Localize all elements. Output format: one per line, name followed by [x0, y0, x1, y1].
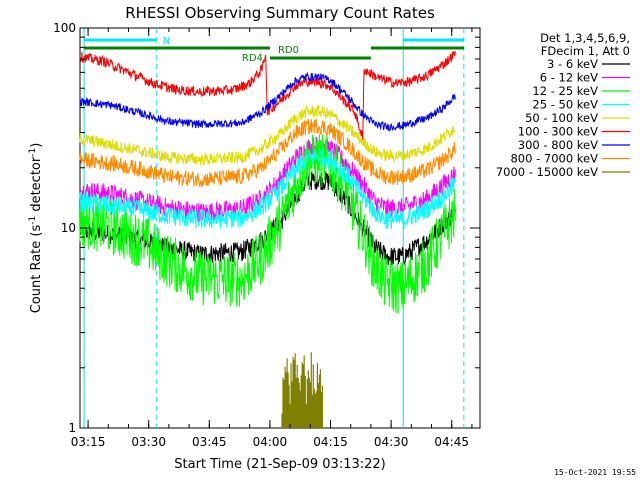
series-line — [79, 71, 456, 132]
series-line — [79, 118, 456, 188]
series-line — [79, 51, 456, 140]
legend-header-line-1: Det 1,3,4,5,6,9, — [540, 31, 630, 45]
legend-entry-label: 7000 - 15000 keV — [496, 165, 598, 179]
y-tick-label: 1 — [68, 421, 76, 435]
x-axis: 03:15 03:30 03:45 04:00 04:15 04:30 04:45 — [71, 28, 473, 449]
legend-entry-label: 6 - 12 keV — [540, 71, 598, 85]
y-tick-label: 10 — [61, 221, 76, 235]
series-line — [79, 104, 456, 166]
annotations: N RD4 RD0 — [84, 36, 464, 64]
x-tick-label: 04:45 — [434, 435, 469, 449]
series-line — [281, 352, 323, 428]
legend-entry-label: 3 - 6 keV — [547, 57, 598, 71]
rd0-label: RD0 — [278, 45, 299, 56]
series-line — [79, 134, 456, 315]
x-tick-label: 03:30 — [131, 435, 166, 449]
y-axis: 1 10 100 — [53, 21, 480, 435]
series-line — [79, 147, 456, 230]
legend-header-line-2: FDecim 1, Att 0 — [541, 44, 630, 58]
legend-entry-label: 12 - 25 keV — [532, 84, 598, 98]
x-axis-label: Start Time (21-Sep-09 03:13:22) — [174, 457, 385, 472]
y-tick-label: 100 — [53, 21, 76, 35]
x-tick-label: 03:15 — [71, 435, 106, 449]
legend-entry-label: 50 - 100 keV — [525, 111, 598, 125]
x-tick-label: 04:00 — [253, 435, 288, 449]
legend-entry-label: 25 - 50 keV — [532, 98, 598, 112]
x-tick-label: 04:15 — [313, 435, 348, 449]
x-tick-label: 04:30 — [374, 435, 409, 449]
legend-entry-label: 800 - 7000 keV — [510, 152, 598, 166]
legend-entry-label: 300 - 800 keV — [518, 138, 598, 152]
y-axis-label: Count Rate (s-1 detector-1) — [28, 143, 44, 314]
timestamp: 15-Oct-2021 19:55 — [554, 468, 636, 477]
rd4-label: RD4 — [242, 53, 263, 64]
legend-entry-label: 100 - 300 keV — [518, 125, 598, 139]
x-tick-label: 03:45 — [192, 435, 227, 449]
night-label: N — [163, 36, 170, 47]
series-line — [79, 136, 456, 222]
series-layer — [79, 51, 456, 428]
chart-title: RHESSI Observing Summary Count Rates — [125, 4, 435, 22]
